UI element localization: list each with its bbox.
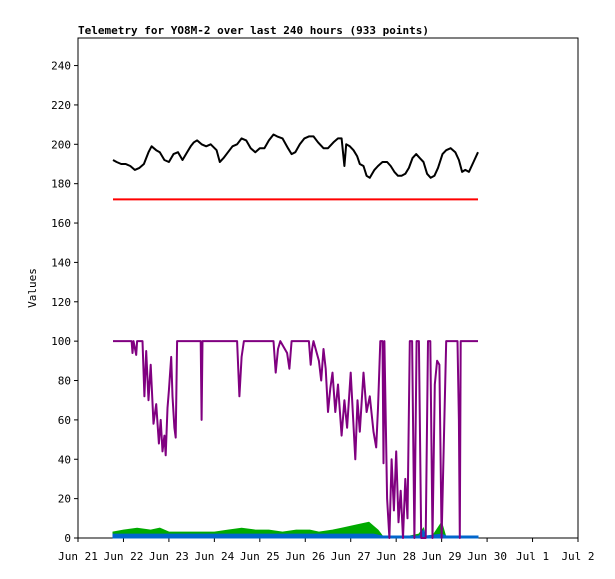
x-tick-label: Jun 30 [467, 550, 507, 563]
y-tick-label: 200 [51, 138, 71, 151]
x-tick-label: Jun 27 [331, 550, 371, 563]
x-tick-label: Jun 28 [376, 550, 416, 563]
x-axis: Jun 21 Jun 22 Jun 23 Jun 24 Jun 25 Jun 26 Jun … [58, 538, 595, 563]
x-tick-label: Jul 1 [516, 550, 549, 563]
series-area [112, 529, 479, 539]
y-tick-label: 120 [51, 296, 71, 309]
y-tick-label: 220 [51, 99, 71, 112]
x-tick-label: Jun 29 [422, 550, 462, 563]
x-tick-label: Jun 21 [58, 550, 98, 563]
y-tick-label: 160 [51, 217, 71, 230]
y-tick-label: 140 [51, 256, 71, 269]
y-axis-label: Values [26, 268, 39, 308]
x-tick-label: Jun 22 [104, 550, 144, 563]
y-tick-label: 0 [64, 532, 71, 545]
y-tick-label: 40 [58, 453, 71, 466]
y-tick-label: 240 [51, 60, 71, 73]
y-tick-label: 180 [51, 178, 71, 191]
x-tick-label: Jun 26 [285, 550, 325, 563]
y-tick-label: 80 [58, 375, 71, 388]
y-tick-label: 60 [58, 414, 71, 427]
chart-title: Telemetry for YO8M-2 over last 240 hours… [78, 24, 429, 37]
y-axis: 0 20 40 60 80 100 120 140 160 180 200 220 240 [51, 60, 78, 545]
y-tick-label: 20 [58, 493, 71, 506]
series-line [112, 133, 479, 179]
series-layer [112, 133, 479, 539]
x-tick-label: Jul 2 [561, 550, 594, 563]
x-tick-label: Jun 25 [240, 550, 280, 563]
x-tick-label: Jun 24 [194, 550, 234, 563]
x-tick-label: Jun 23 [149, 550, 189, 563]
y-tick-label: 100 [51, 335, 71, 348]
plot-frame [77, 37, 579, 539]
series-line [113, 340, 478, 539]
